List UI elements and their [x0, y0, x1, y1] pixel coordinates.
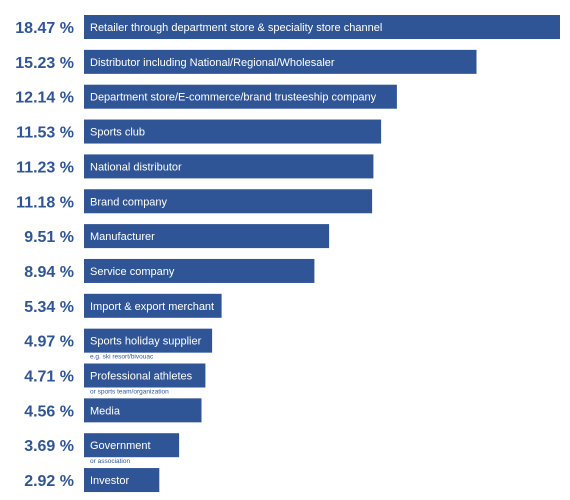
- category-label: Department store/E-commerce/brand truste…: [90, 92, 377, 104]
- category-note: or sports team/organization: [90, 389, 169, 396]
- category-note: or association: [90, 458, 130, 465]
- category-label: Professional athletes: [90, 371, 193, 383]
- value-label: 4.71 %: [24, 369, 74, 386]
- category-label: Import & export merchant: [90, 301, 214, 313]
- value-label: 4.56 %: [24, 403, 74, 420]
- value-label: 18.47 %: [15, 20, 74, 37]
- value-label: 5.34 %: [24, 299, 74, 316]
- bar: [84, 363, 206, 388]
- value-label: 9.51 %: [24, 229, 74, 246]
- category-label: Media: [90, 405, 121, 417]
- category-note: e.g. ski resort/bivouac: [90, 354, 154, 361]
- value-label: 3.69 %: [24, 438, 74, 455]
- bar: [84, 258, 315, 283]
- category-label: Manufacturer: [90, 231, 155, 243]
- bar: [84, 328, 213, 353]
- bar: [84, 468, 160, 493]
- bar: [84, 189, 373, 214]
- bar: [84, 119, 382, 144]
- category-label: Sports holiday supplier: [90, 336, 202, 348]
- value-label: 15.23 %: [15, 55, 74, 72]
- bar: [84, 49, 477, 74]
- category-label: Sports club: [90, 127, 145, 139]
- category-label: Investor: [90, 475, 129, 487]
- bar: [84, 224, 330, 249]
- value-label: 4.97 %: [24, 334, 74, 351]
- bar: [84, 398, 202, 423]
- category-label: Brand company: [90, 196, 168, 208]
- category-label: Retailer through department store & spec…: [90, 22, 382, 34]
- category-label: Government: [90, 440, 151, 452]
- bar: [84, 433, 180, 458]
- category-label: Service company: [90, 266, 175, 278]
- category-label: National distributor: [90, 161, 182, 173]
- value-label: 11.23 %: [16, 159, 74, 176]
- value-label: 11.53 %: [16, 125, 74, 142]
- bar: [84, 154, 374, 179]
- bar: [84, 293, 222, 318]
- category-label: Distributor including National/Regional/…: [90, 57, 335, 69]
- bar: [84, 15, 560, 39]
- value-label: 8.94 %: [24, 264, 74, 281]
- value-label: 2.92 %: [24, 473, 74, 490]
- bar: [84, 84, 397, 109]
- value-label: 11.18 %: [16, 194, 74, 211]
- value-label: 12.14 %: [15, 90, 74, 107]
